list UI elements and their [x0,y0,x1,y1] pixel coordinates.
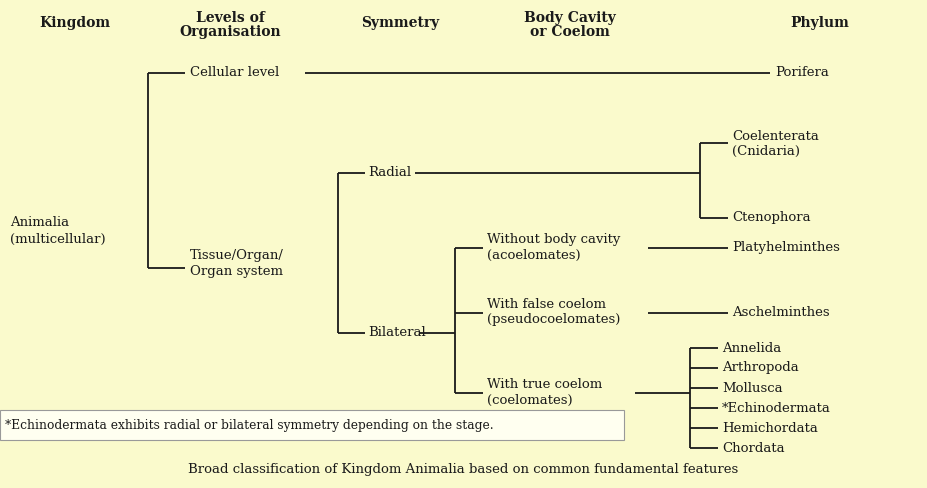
Text: (pseudocoelomates): (pseudocoelomates) [487,313,620,326]
Text: Hemichordata: Hemichordata [722,422,818,434]
Text: Kingdom: Kingdom [40,16,110,30]
Text: Ctenophora: Ctenophora [732,211,810,224]
Text: Porifera: Porifera [775,66,829,80]
Text: Broad classification of Kingdom Animalia based on common fundamental features: Broad classification of Kingdom Animalia… [188,464,738,476]
Text: Body Cavity: Body Cavity [524,11,616,25]
Text: Coelenterata: Coelenterata [732,129,819,142]
Text: (Cnidaria): (Cnidaria) [732,144,800,158]
Text: *Echinodermata: *Echinodermata [722,402,831,414]
Text: Chordata: Chordata [722,442,784,454]
Text: Symmetry: Symmetry [361,16,439,30]
Text: Bilateral: Bilateral [368,326,425,340]
Text: Radial: Radial [368,166,412,180]
FancyBboxPatch shape [0,410,624,440]
Text: Arthropoda: Arthropoda [722,362,799,374]
Text: Mollusca: Mollusca [722,382,782,394]
Text: *Echinodermata exhibits radial or bilateral symmetry depending on the stage.: *Echinodermata exhibits radial or bilate… [5,419,493,431]
Text: Aschelminthes: Aschelminthes [732,306,830,320]
Text: Cellular level: Cellular level [190,66,279,80]
Text: Phylum: Phylum [791,16,849,30]
Text: Organ system: Organ system [190,264,283,278]
Text: Platyhelminthes: Platyhelminthes [732,242,840,255]
Text: or Coelom: or Coelom [530,25,610,39]
Text: Organisation: Organisation [179,25,281,39]
Text: Without body cavity: Without body cavity [487,233,620,246]
Text: Annelida: Annelida [722,342,781,354]
Text: Levels of: Levels of [196,11,264,25]
Text: Animalia: Animalia [10,217,70,229]
Text: With true coelom: With true coelom [487,379,603,391]
Text: (coelomates): (coelomates) [487,393,573,407]
Text: With false coelom: With false coelom [487,299,606,311]
Text: Tissue/Organ/: Tissue/Organ/ [190,249,284,263]
Text: (multicellular): (multicellular) [10,232,106,245]
Text: (acoelomates): (acoelomates) [487,248,580,262]
